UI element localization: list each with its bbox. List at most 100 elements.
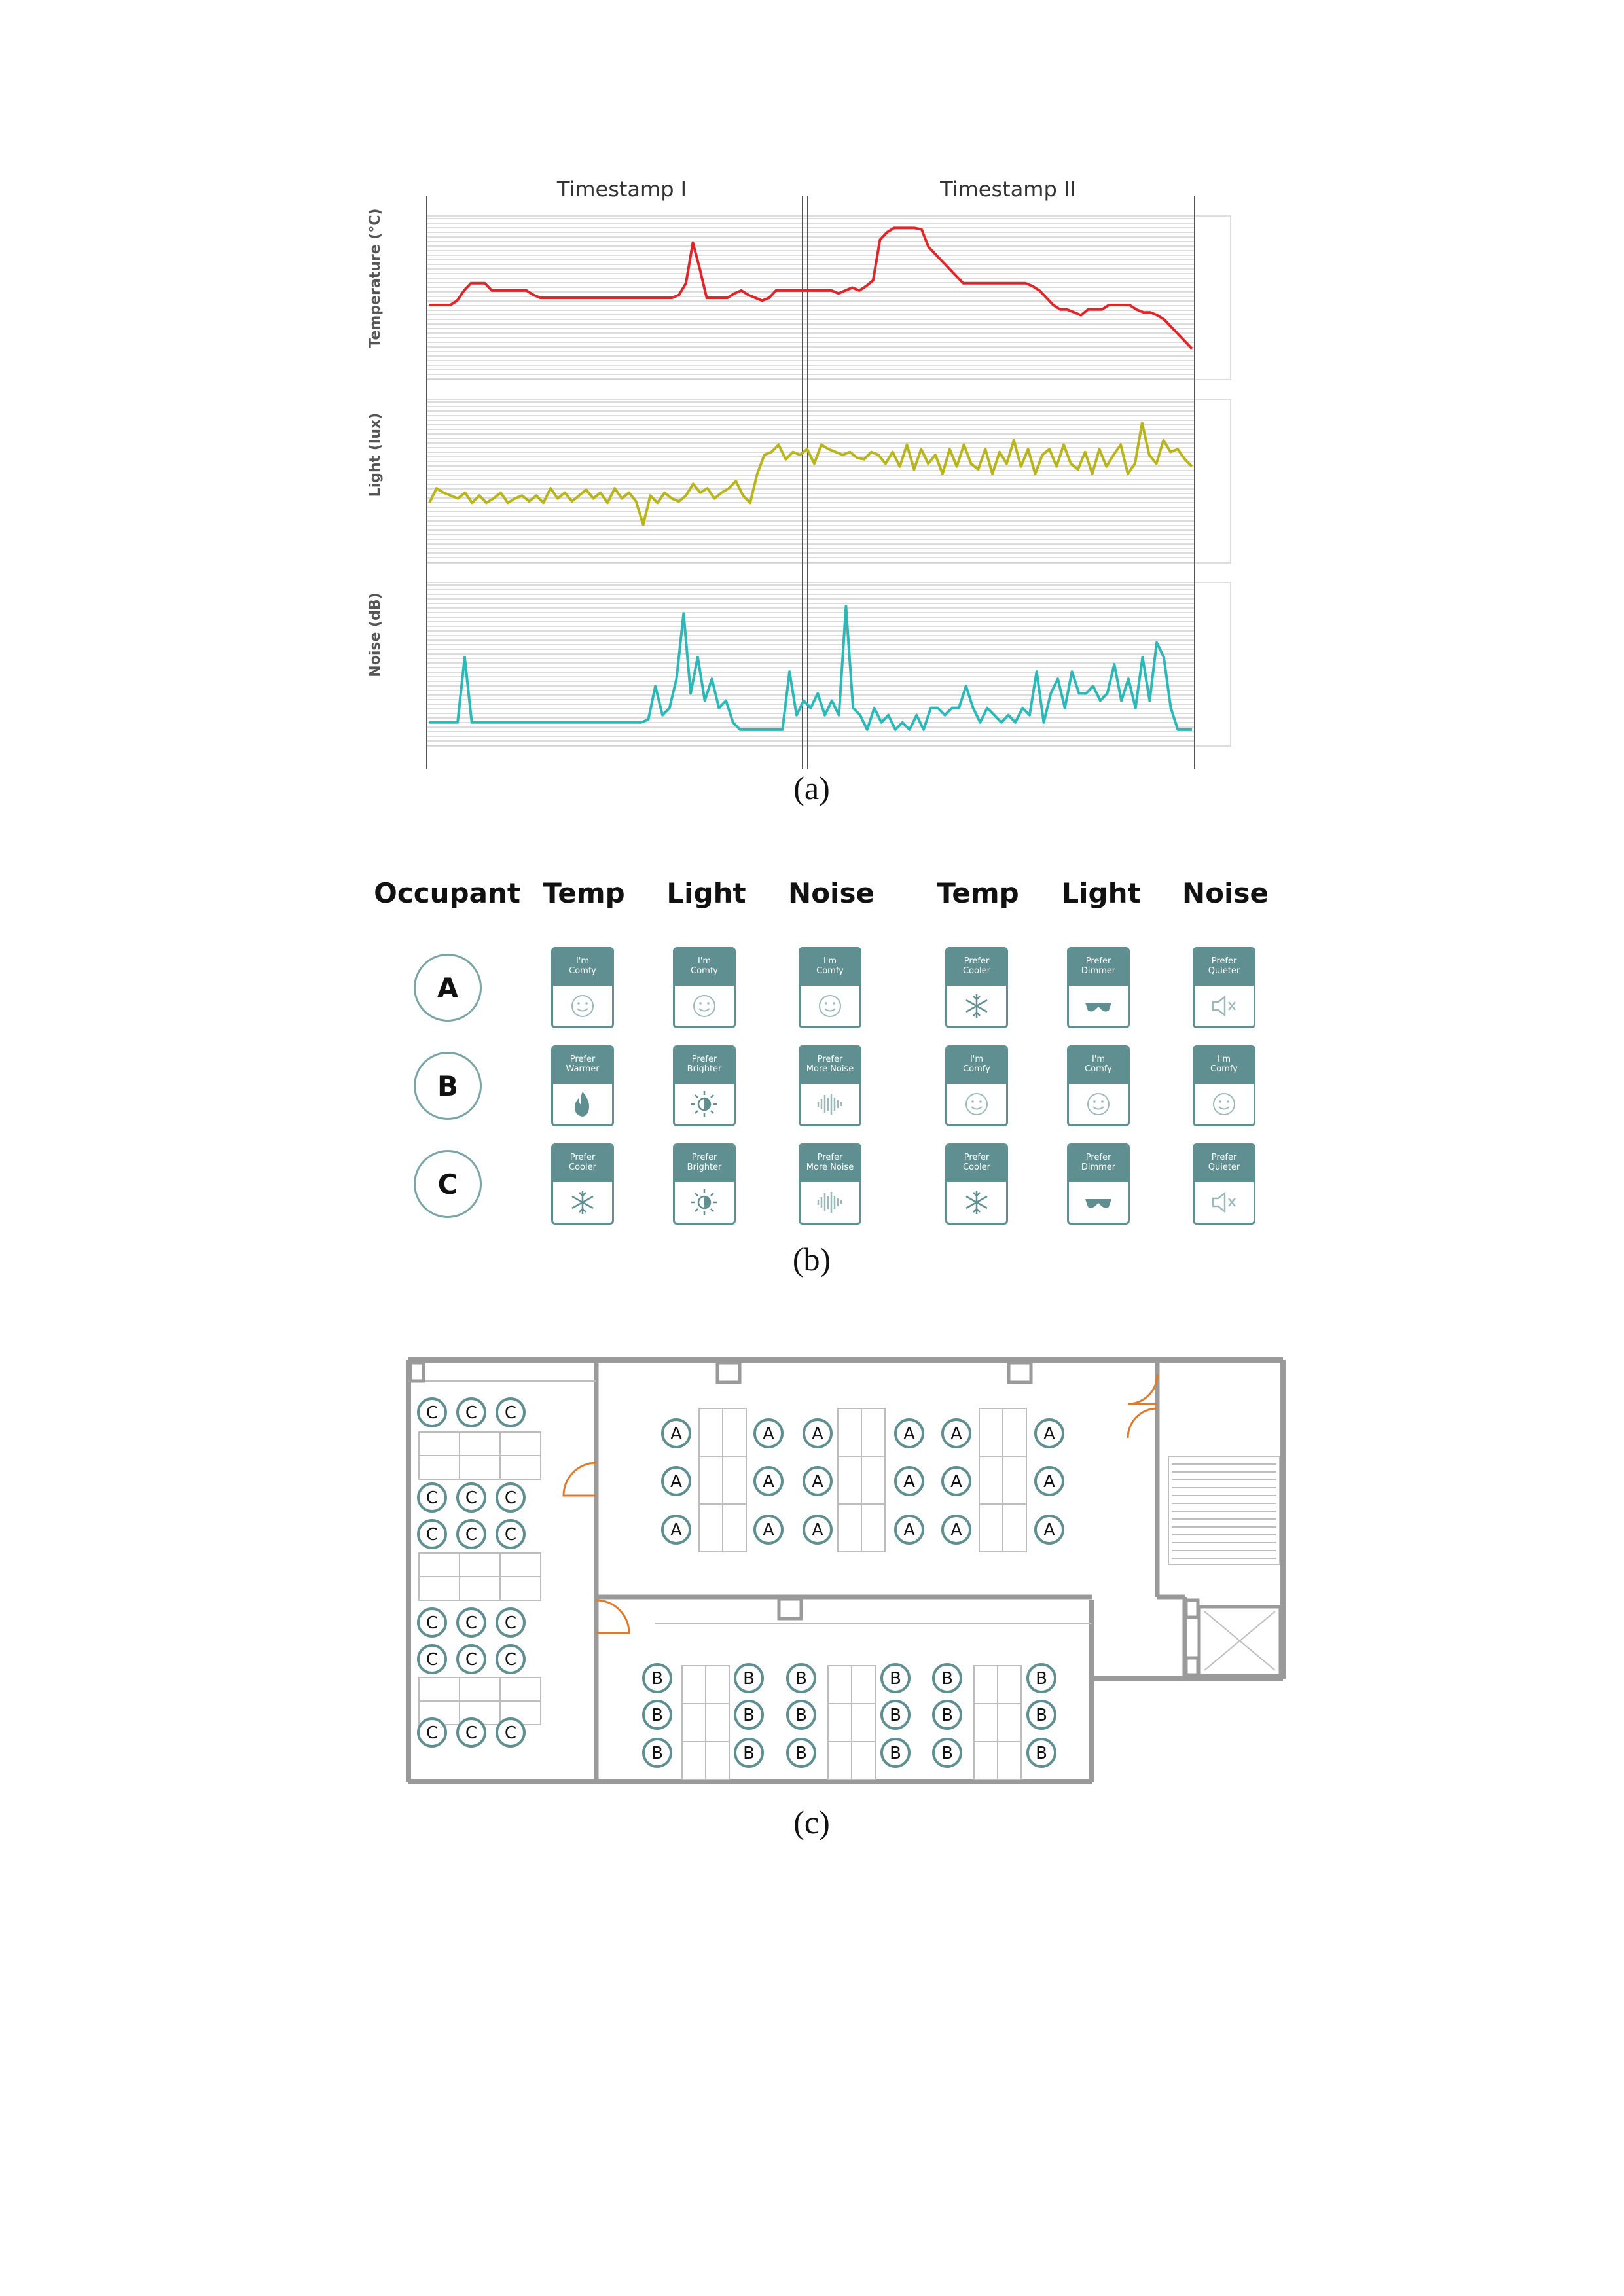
preference-card: Prefer Cooler: [945, 1143, 1008, 1225]
seat: [894, 1418, 924, 1448]
header-occupant: Occupant: [374, 877, 520, 909]
seat-label: B: [941, 1706, 953, 1725]
seat-label: A: [903, 1424, 915, 1444]
preference-card: Prefer Cooler: [945, 947, 1008, 1028]
seat: [642, 1663, 672, 1693]
seat-label: B: [651, 1706, 663, 1725]
preference-card-label: Prefer Brighter: [675, 1047, 734, 1084]
preference-card: Prefer Brighter: [673, 1045, 736, 1126]
seat: [417, 1519, 447, 1549]
seat: [496, 1397, 526, 1427]
seat-label: C: [426, 1488, 438, 1508]
series-line-light: [428, 422, 1193, 526]
seat-label: C: [465, 1650, 477, 1670]
preference-card: Prefer More Noise: [799, 1143, 861, 1225]
snowflake-icon: [553, 1182, 612, 1223]
preference-card-label: Prefer More Noise: [801, 1047, 859, 1084]
seat-label: A: [950, 1520, 962, 1540]
seat-label: C: [465, 1723, 477, 1743]
sunglasses-icon: [1069, 986, 1128, 1026]
seat-label: B: [890, 1744, 901, 1763]
seat: [496, 1482, 526, 1513]
series-line-temperature: [429, 226, 1193, 350]
seat: [456, 1482, 486, 1513]
seat: [753, 1515, 784, 1545]
timestamp-1-label: Timestamp I: [556, 177, 687, 202]
seat: [880, 1700, 911, 1730]
mute-icon: [1195, 986, 1254, 1026]
seat: [803, 1466, 833, 1496]
seat-label: A: [670, 1424, 682, 1444]
preference-card-label: Prefer Cooler: [947, 1145, 1006, 1182]
seat-label: C: [505, 1650, 516, 1670]
seat: [803, 1515, 833, 1545]
seat-label: C: [465, 1613, 477, 1633]
seat-label: B: [890, 1706, 901, 1725]
seat-label: C: [465, 1488, 477, 1508]
seat: [786, 1700, 816, 1730]
seat: [1026, 1663, 1056, 1693]
preference-card-label: I'm Comfy: [1069, 1047, 1128, 1084]
snowflake-icon: [947, 986, 1006, 1026]
header-light-1: Light: [666, 877, 746, 909]
seat-label: B: [743, 1744, 755, 1763]
mute-icon: [1195, 1182, 1254, 1223]
seat: [496, 1519, 526, 1549]
series-line-noise: [429, 605, 1192, 731]
door: [1127, 1407, 1158, 1439]
preference-card: I'm Comfy: [551, 947, 614, 1028]
preference-card-label: I'm Comfy: [1195, 1047, 1254, 1084]
seat-label: B: [743, 1669, 755, 1689]
seat-label: A: [812, 1424, 823, 1444]
seat-label: C: [505, 1488, 516, 1508]
seat: [496, 1644, 526, 1674]
seat-label: A: [1043, 1472, 1055, 1492]
brightness-icon: [675, 1182, 734, 1223]
seat: [1034, 1515, 1064, 1545]
header-noise-2: Noise: [1182, 877, 1269, 909]
door: [596, 1599, 630, 1634]
panel-frame: [426, 399, 1231, 564]
preference-card-label: I'm Comfy: [801, 949, 859, 986]
preference-card: Prefer Brighter: [673, 1143, 736, 1225]
figure-b-caption: (b): [792, 1241, 831, 1278]
seat: [456, 1644, 486, 1674]
seat: [456, 1717, 486, 1748]
preference-card-label: Prefer Dimmer: [1069, 949, 1128, 986]
seat: [417, 1397, 447, 1427]
seat-label: B: [795, 1744, 807, 1763]
preference-card: Prefer Cooler: [551, 1143, 614, 1225]
seat-label: C: [505, 1525, 516, 1545]
seat: [941, 1515, 971, 1545]
smile-icon: [553, 986, 612, 1026]
seat-label: B: [743, 1706, 755, 1725]
seat-label: C: [426, 1525, 438, 1545]
preference-card-label: Prefer Cooler: [553, 1145, 612, 1182]
seat: [496, 1717, 526, 1748]
preference-card-label: I'm Comfy: [675, 949, 734, 986]
seat: [1026, 1738, 1056, 1768]
seat: [417, 1607, 447, 1638]
preference-card-label: Prefer Dimmer: [1069, 1145, 1128, 1182]
seat-label: C: [465, 1525, 477, 1545]
seat: [941, 1418, 971, 1448]
seat: [417, 1717, 447, 1748]
header-light-2: Light: [1061, 877, 1141, 909]
seat: [661, 1466, 691, 1496]
preference-card: Prefer More Noise: [799, 1045, 861, 1126]
seat: [932, 1663, 962, 1693]
floor-plan: C C CC C CC C CC C CC C CC C CA A A A A AA A A A A AA A A A A AB B B B…: [406, 1357, 1286, 1784]
seat: [894, 1466, 924, 1496]
sunglasses-icon: [1069, 1182, 1128, 1223]
preference-card-label: Prefer Brighter: [675, 1145, 734, 1182]
seat: [894, 1515, 924, 1545]
seat-label: A: [763, 1472, 774, 1492]
smile-icon: [1069, 1084, 1128, 1124]
seat-label: C: [505, 1403, 516, 1423]
seat: [661, 1418, 691, 1448]
seat: [734, 1738, 764, 1768]
seat-label: B: [651, 1669, 663, 1689]
seat-label: A: [670, 1472, 682, 1492]
header-noise-1: Noise: [788, 877, 875, 909]
preference-card: Prefer Dimmer: [1067, 1143, 1130, 1225]
